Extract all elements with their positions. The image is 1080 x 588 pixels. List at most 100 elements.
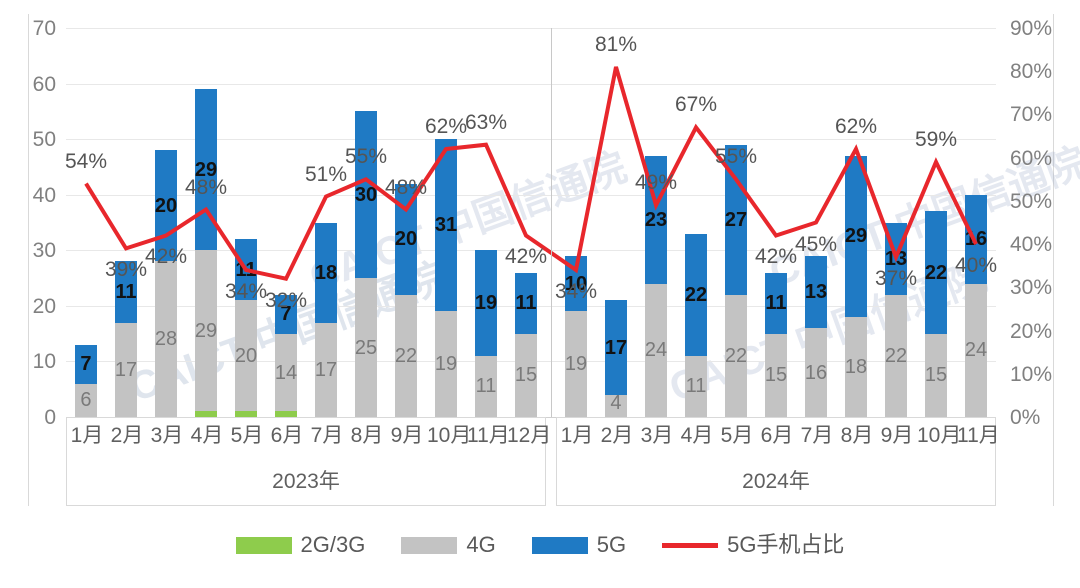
bar-column[interactable]: 29 29 <box>194 89 218 417</box>
bar-column[interactable]: 15 22 <box>924 211 948 417</box>
legend-item-3[interactable]: 5G <box>531 532 627 557</box>
bar-segment-5g[interactable]: 30 <box>354 111 378 279</box>
bar-segment-4g[interactable]: 22 <box>394 294 418 417</box>
line-data-label: 48% <box>184 175 228 199</box>
bar-segment-4g[interactable]: 11 <box>684 355 708 417</box>
line-data-label: 42% <box>754 245 798 269</box>
bar-segment-4g[interactable]: 22 <box>724 294 748 417</box>
bar-column[interactable]: 17 18 <box>314 222 338 417</box>
line-data-label: 63% <box>464 110 508 134</box>
bar-segment-5g[interactable]: 29 <box>194 89 218 251</box>
bar-segment-4g[interactable]: 16 <box>804 328 828 417</box>
bar-column[interactable]: 22 20 <box>394 183 418 417</box>
bar-segment-4g[interactable]: 19 <box>564 311 588 417</box>
bar-segment-2g3g[interactable] <box>234 411 258 417</box>
bar-segment-5g[interactable]: 27 <box>724 144 748 295</box>
bar-column[interactable]: 19 10 <box>564 255 588 417</box>
bar-segment-5g[interactable]: 19 <box>474 250 498 356</box>
bar-label-5g: 18 <box>314 261 338 284</box>
legend-square-swatch-icon <box>401 536 458 554</box>
bar-column[interactable]: 14 7 <box>274 294 298 417</box>
bar-segment-4g[interactable]: 24 <box>644 283 668 417</box>
bar-segment-4g[interactable]: 4 <box>604 393 628 417</box>
bar-segment-4g[interactable]: 15 <box>924 333 948 417</box>
bar-segment-4g[interactable]: 6 <box>74 383 98 417</box>
bar-column[interactable]: 17 11 <box>114 261 138 417</box>
plot-area: 6 7 17 11 28 20 29 29 20 11 14 7 17 18 25 30 22 20 19 31 11 1… <box>65 28 997 418</box>
y-axis-left-tick: 30 <box>32 239 56 263</box>
bar-label-5g: 29 <box>844 225 868 248</box>
bar-segment-4g[interactable]: 22 <box>884 294 908 417</box>
bar-segment-4g[interactable]: 17 <box>114 322 138 417</box>
bar-column[interactable]: 22 27 <box>724 144 748 417</box>
bar-segment-5g[interactable]: 18 <box>314 222 338 323</box>
bar-column[interactable]: 25 30 <box>354 111 378 417</box>
bar-segment-4g[interactable]: 14 <box>274 333 298 412</box>
bar-segment-4g[interactable]: 19 <box>434 311 458 417</box>
bar-segment-5g[interactable]: 31 <box>434 139 458 312</box>
bar-segment-4g[interactable]: 17 <box>314 322 338 417</box>
bar-column[interactable]: 15 11 <box>514 272 538 417</box>
category-axis-month-label: 8月 <box>350 424 384 447</box>
bar-segment-5g[interactable]: 17 <box>604 300 628 395</box>
bar-segment-4g[interactable]: 15 <box>764 333 788 417</box>
category-axis-month-label: 5月 <box>230 424 264 447</box>
line-data-label: 62% <box>834 115 878 139</box>
bar-segment-4g[interactable]: 29 <box>194 250 218 412</box>
category-axis-month-label: 6月 <box>270 424 304 447</box>
bar-segment-4g[interactable]: 11 <box>474 355 498 417</box>
legend-label: 5G <box>596 532 627 557</box>
legend-item-4[interactable]: 5G手机占比 <box>662 534 844 556</box>
bar-segment-4g[interactable]: 24 <box>964 283 988 417</box>
bar-column[interactable]: 19 31 <box>434 139 458 417</box>
y-axis-right-tick: 90% <box>1010 17 1053 40</box>
bar-column[interactable]: 11 22 <box>684 233 708 417</box>
bar-column[interactable]: 18 29 <box>844 155 868 417</box>
line-path-5g-share <box>84 66 978 281</box>
bar-segment-4g[interactable]: 18 <box>844 316 868 417</box>
bar-segment-5g[interactable]: 10 <box>564 255 588 312</box>
legend-item-2[interactable]: 4G <box>401 534 496 556</box>
bar-column[interactable]: 24 16 <box>964 194 988 417</box>
line-data-label: 49% <box>634 171 678 195</box>
bar-label-5g: 30 <box>354 183 378 206</box>
bar-segment-2g3g[interactable] <box>274 411 298 417</box>
gridline <box>66 194 996 196</box>
bar-segment-5g[interactable]: 7 <box>74 344 98 384</box>
bar-segment-5g[interactable]: 22 <box>684 233 708 356</box>
line-data-label: 42% <box>504 245 548 269</box>
bar-segment-5g[interactable]: 22 <box>924 211 948 334</box>
bar-segment-4g[interactable]: 20 <box>234 300 258 412</box>
bar-column[interactable]: 16 13 <box>804 255 828 417</box>
bar-segment-4g[interactable]: 28 <box>154 261 178 417</box>
bar-segment-4g[interactable]: 25 <box>354 278 378 417</box>
bar-label-5g: 19 <box>474 292 498 315</box>
category-axis-month-label: 3月 <box>150 424 184 447</box>
bar-column[interactable]: 4 17 <box>604 300 628 417</box>
line-series-5g-share <box>84 66 978 281</box>
bar-segment-5g[interactable]: 11 <box>764 272 788 334</box>
bar-segment-5g[interactable]: 13 <box>804 255 828 329</box>
line-data-label: 32% <box>264 288 308 312</box>
legend-item-1[interactable]: 2G/3G <box>235 534 365 556</box>
bar-label-4g: 14 <box>274 361 298 384</box>
bar-segment-5g[interactable]: 29 <box>844 155 868 317</box>
bar-segment-4g[interactable]: 15 <box>514 333 538 417</box>
bar-label-4g: 24 <box>964 339 988 362</box>
chart-plot-frame <box>28 14 1054 506</box>
bar-label-4g: 22 <box>394 344 418 367</box>
bar-column[interactable]: 15 11 <box>764 272 788 417</box>
y-axis-right-tick: 80% <box>1010 60 1053 84</box>
bar-label-5g: 31 <box>434 214 458 237</box>
bar-column[interactable]: 11 19 <box>474 250 498 417</box>
bar-segment-2g3g[interactable] <box>194 411 218 417</box>
bar-label-4g: 25 <box>354 336 378 359</box>
bar-segment-5g[interactable]: 11 <box>514 272 538 334</box>
bar-segment-5g[interactable]: 7 <box>274 294 298 334</box>
y-axis-left-tick: 0 <box>44 406 56 429</box>
bar-segment-5g[interactable]: 20 <box>394 183 418 295</box>
bar-label-4g: 17 <box>114 358 138 381</box>
bar-segment-5g[interactable]: 11 <box>114 261 138 323</box>
